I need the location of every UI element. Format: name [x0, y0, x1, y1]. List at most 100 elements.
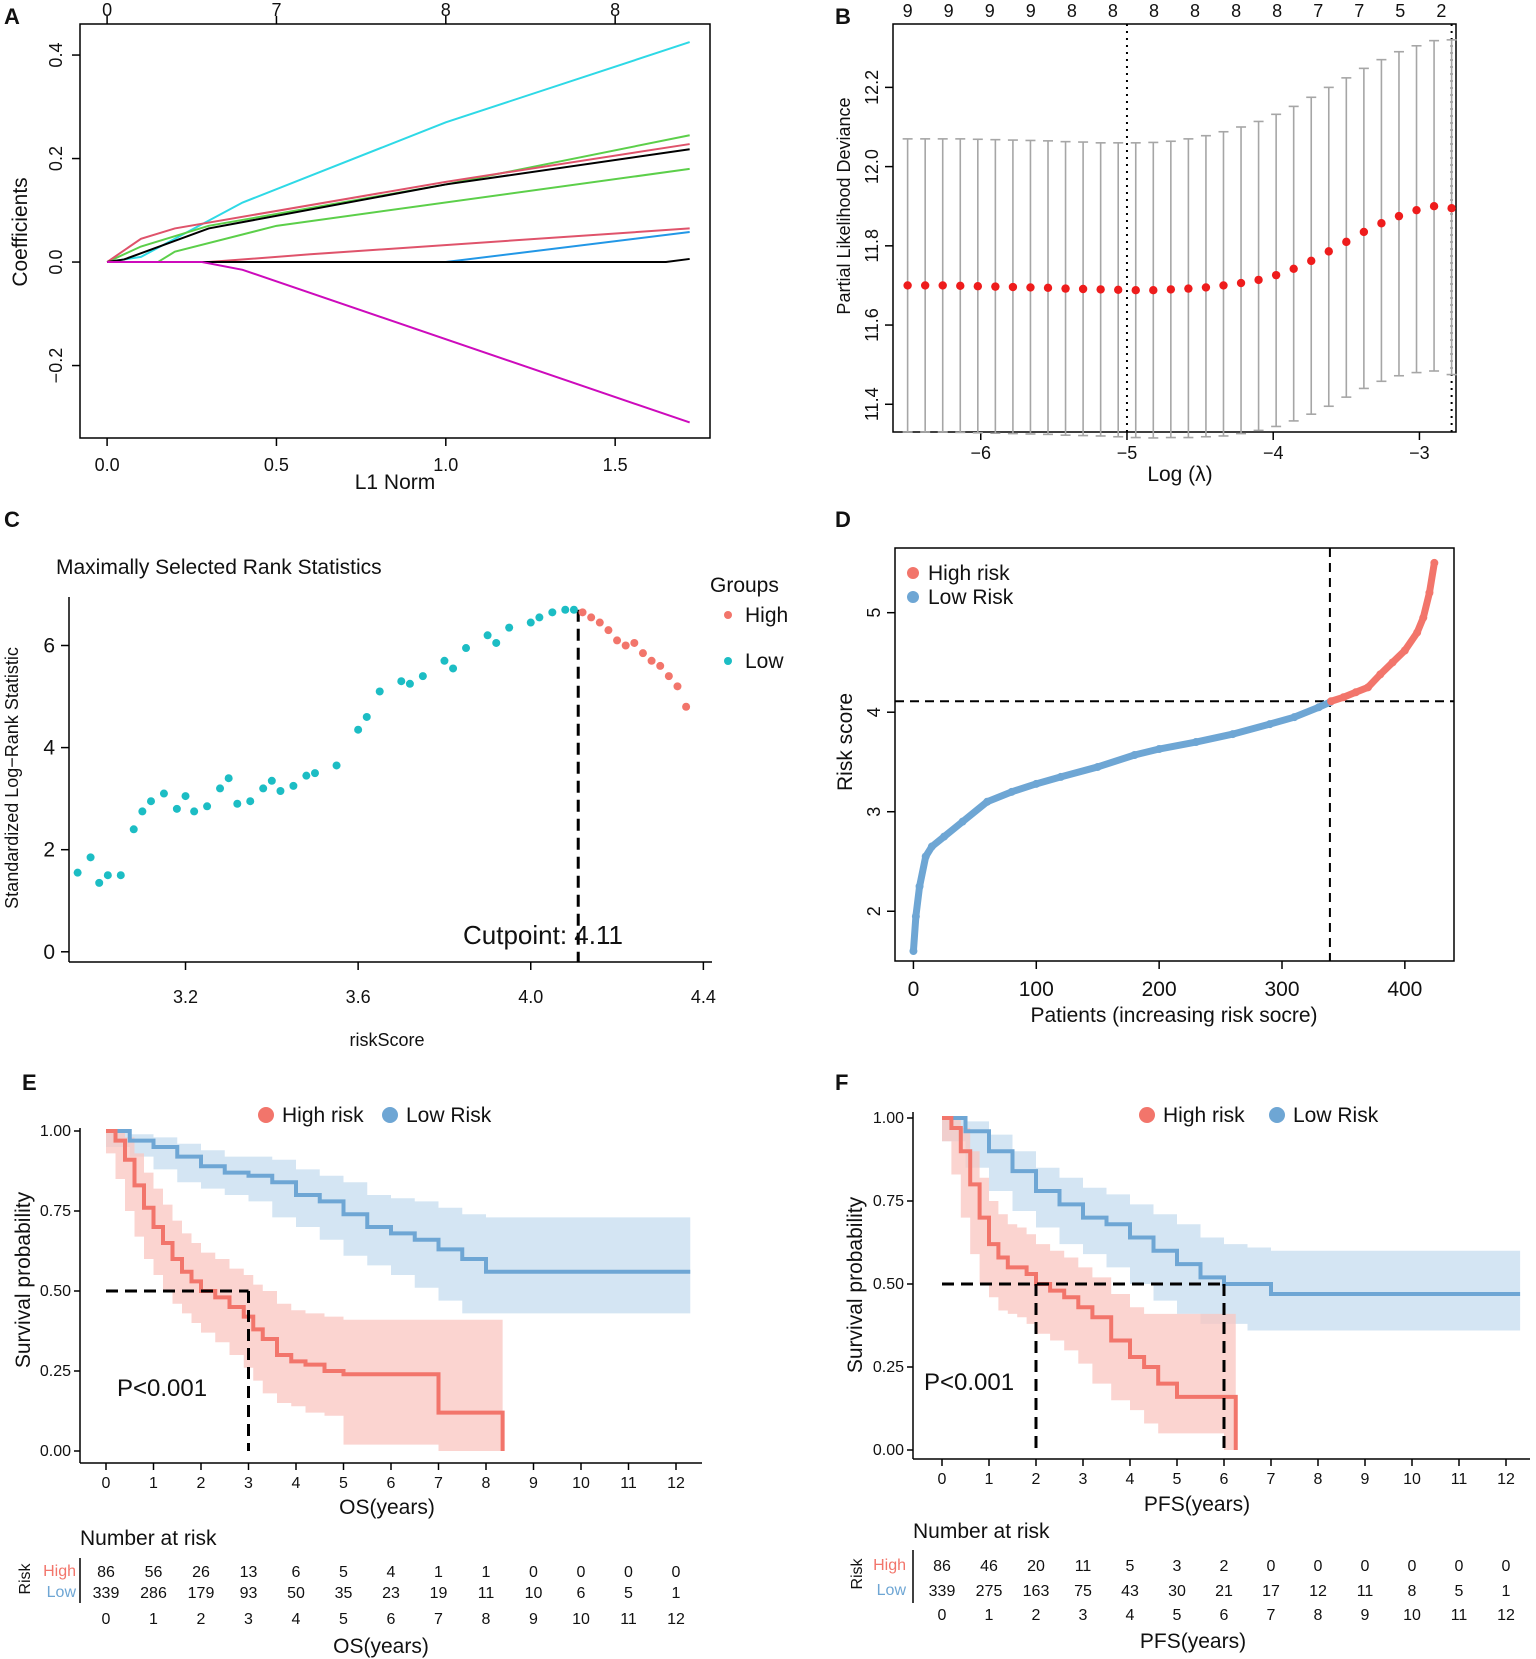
panel-f-xtick-label: 0 [938, 1471, 947, 1488]
panel-f-nar-xtick-label: 7 [1267, 1607, 1276, 1624]
panel-c-low-point [267, 776, 276, 785]
panel-c-xlabel: riskScore [349, 1030, 424, 1050]
panel-c-low-point [569, 605, 578, 614]
panel-e-xtick-label: 12 [667, 1475, 685, 1492]
panel-f-nar-high: 20 [1027, 1558, 1045, 1575]
panel-e-nar-xtick-label: 9 [529, 1611, 538, 1628]
panel-b-deviance-point [1359, 227, 1369, 237]
panel-b-toptick-label: 8 [1149, 1, 1159, 21]
panel-a-ylabel: Coefficients [9, 177, 32, 286]
panel-d-label: D [835, 507, 851, 532]
panel-f-xtick-label: 2 [1032, 1471, 1041, 1488]
panel-b-deviance-point [1412, 205, 1421, 215]
panel-e-nar-high: 0 [529, 1564, 538, 1581]
panel-b-ytick-label: 12.2 [862, 70, 882, 105]
panel-c-legend-high: High [745, 604, 788, 627]
panel-f-nar-high: 86 [933, 1558, 951, 1575]
panel-b-deviance-point [1254, 275, 1263, 285]
panel-d-ytick-label: 4 [864, 707, 884, 717]
panel-f-legend-low: Low Risk [1293, 1104, 1379, 1127]
panel-e-nar-low: 5 [624, 1585, 633, 1602]
panel-f-nar-high: 0 [1455, 1558, 1464, 1575]
panel-d-high-curve [1327, 559, 1438, 705]
panel-e-nar-high: 0 [624, 1564, 633, 1581]
panel-c-xtick-label: 3.6 [346, 987, 371, 1007]
panel-c-low-point [172, 804, 181, 813]
panel-e-high-label: High [43, 1563, 76, 1580]
panel-b-deviance-point [1096, 285, 1105, 294]
panel-c-low-point [233, 799, 242, 808]
panel-c-legend-high-dot [724, 611, 732, 619]
panel-f-nar-high: 0 [1361, 1558, 1370, 1575]
panel-b-toptick-label: 9 [944, 1, 954, 21]
panel-e-nar-xtick-label: 5 [339, 1611, 348, 1628]
panel-c-xtick-label: 4.4 [691, 987, 716, 1007]
panel-e-high-curve [106, 1129, 505, 1451]
panel-d-ylabel: Risk score [834, 693, 857, 791]
panel-a-xtick-label: 1.0 [433, 455, 458, 475]
panel-c-low-point [405, 679, 414, 688]
panel-f-ytick-label: 0.75 [873, 1193, 904, 1210]
panel-b-deviance-point [938, 281, 947, 290]
panel-b-deviance-point [1271, 270, 1281, 280]
panel-c-ylabel: Standardized Log−Rank Statistic [2, 647, 22, 909]
panel-f-nar-xtick-label: 1 [985, 1607, 994, 1624]
panel-c: C Maximally Selected Rank Statistics 3.2… [2, 507, 788, 1050]
panel-f-xtick-label: 5 [1173, 1471, 1182, 1488]
panel-f-xtick-label: 4 [1126, 1471, 1135, 1488]
panel-c-low-point [86, 853, 95, 862]
panel-c-ytick-label: 2 [43, 839, 55, 862]
panel-e-nar-low: 93 [240, 1585, 258, 1602]
panel-a-coef-line-magenta [107, 261, 691, 424]
panel-a-frame [79, 23, 711, 439]
panel-f-ytick-label: 0.50 [873, 1276, 904, 1293]
panel-c-xtick-label: 4.0 [518, 987, 543, 1007]
panel-f-xtick-label: 11 [1451, 1471, 1468, 1488]
panel-f-nar-high: 0 [1502, 1558, 1511, 1575]
panel-f-nar-high: 0 [1314, 1558, 1323, 1575]
panel-e-xtick-label: 5 [339, 1475, 348, 1492]
panel-b-deviance-point [973, 282, 983, 291]
panel-e-nar-xtick-label: 11 [620, 1611, 637, 1628]
panel-b-deviance-point [1447, 203, 1456, 213]
panel-e-nar-low: 10 [525, 1585, 543, 1602]
panel-b-toptick-label: 8 [1272, 1, 1282, 21]
panel-c-low-point [483, 631, 492, 640]
panel-c-low-point [375, 687, 384, 696]
panel-e-nar-xtick-label: 10 [572, 1611, 590, 1628]
panel-f-nar-low: 275 [976, 1583, 1003, 1600]
panel-e-ytick-label: 0.50 [40, 1283, 71, 1300]
panel-d-legend-high-dot [907, 567, 919, 579]
panel-b-deviance-point [956, 281, 965, 291]
panel-c-low-point [116, 871, 125, 880]
panel-f-nar-xtick-label: 6 [1220, 1607, 1229, 1624]
panel-b-label: B [835, 4, 851, 29]
panel-c-high-point [638, 649, 647, 658]
panel-e-nar-low: 11 [478, 1585, 495, 1602]
panel-f-xtick-label: 3 [1079, 1471, 1088, 1488]
panel-b-toptick-label: 8 [1067, 1, 1077, 21]
panel-c-low-point [354, 725, 363, 734]
panel-b-toptick-label: 9 [1026, 1, 1036, 21]
panel-c-low-point [535, 613, 544, 622]
panel-c-low-point [462, 644, 471, 653]
panel-b-deviance-point [903, 281, 912, 290]
panel-f-nar-low: 43 [1121, 1583, 1139, 1600]
panel-b-deviance-point [1043, 283, 1053, 293]
panel-b-deviance-point [1219, 281, 1228, 290]
panel-e-nar-high: 4 [387, 1564, 396, 1581]
panel-a-label: A [4, 4, 20, 29]
panel-e-nar-xtick-label: 12 [667, 1611, 685, 1628]
panel-f-legend-high-dot [1139, 1107, 1155, 1123]
panel-f-low-curve [942, 1116, 1521, 1296]
panel-f-nar-low: 11 [1357, 1583, 1374, 1600]
panel-d-xlabel: Patients (increasing risk socre) [1030, 1004, 1317, 1027]
panel-f-risk-label: Risk [849, 1557, 866, 1589]
panel-b-deviance-point [1149, 285, 1158, 295]
panel-f-nar-xlabel: PFS(years) [1140, 1630, 1246, 1653]
panel-b-xtick-label: −6 [970, 443, 991, 463]
panel-f-ylabel: Survival probability [844, 1196, 867, 1373]
panel-b-deviance-point [1078, 284, 1088, 294]
panel-f-high-curve [942, 1116, 1238, 1450]
panel-e-nar-high: 0 [577, 1564, 586, 1581]
